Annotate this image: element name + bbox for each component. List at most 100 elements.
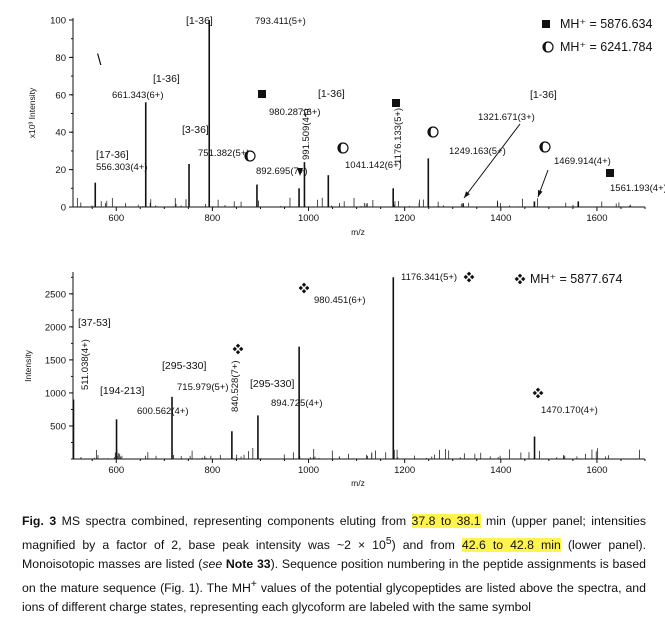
upper-y-axis-title: x10³ Intensity: [27, 87, 37, 138]
upper-y-tick-label: 0: [61, 203, 66, 214]
upper-peak-symbol-9-crescent: [428, 127, 433, 137]
lower-y-tick-label: 500: [50, 421, 66, 432]
lower-sequence-label-1: [194-213]: [100, 385, 144, 397]
lower-x-tick-label: 800: [204, 465, 220, 476]
lower-peak-symbol-3-part-1: [239, 346, 244, 352]
lower-peak-label-6: 1176.341(5+): [401, 272, 457, 283]
lower-peak-symbol-6: [463, 271, 475, 283]
upper-annotation-0: \: [97, 52, 102, 69]
upper-x-tick-label: 1600: [586, 213, 607, 224]
upper-y-tick-label: 60: [55, 90, 66, 101]
lower-x-tick-label: 1200: [394, 465, 415, 476]
figure-caption: Fig. 3 MS spectra combined, representing…: [22, 512, 646, 618]
upper-peak-label-9: 1249.163(5+): [449, 146, 506, 157]
lower-peak-symbol-6-part-2: [466, 278, 472, 283]
upper-peak-symbol-5: [258, 90, 266, 98]
lower-legend-symbol-0-part-2: [517, 280, 523, 285]
caption-note-reference: Note 33: [222, 557, 271, 572]
caption-see-italic: see: [202, 557, 223, 572]
lower-peak-symbol-3-part-3: [232, 346, 237, 352]
lower-peak-symbol-5: [298, 282, 310, 294]
upper-x-tick-label: 800: [204, 213, 220, 224]
upper-sequence-label-2: [3-36]: [182, 124, 209, 136]
lower-legend-symbol-0-part-0: [517, 273, 523, 278]
lower-peak-symbol-7: [532, 387, 544, 399]
caption-highlight-2: 42.6 to 42.8 min: [461, 537, 561, 552]
lower-x-axis-title: m/z: [351, 478, 365, 488]
lower-peak-symbol-6-part-0: [466, 271, 472, 276]
lower-peak-label-0: 511.038(4+): [80, 339, 91, 390]
upper-pointer-arrowhead-10: [464, 191, 470, 198]
lower-legend-symbol-0-part-3: [514, 276, 519, 282]
upper-legend-symbol-0: [542, 20, 550, 28]
lower-y-axis-title: Intensity: [23, 349, 33, 381]
lower-x-tick-label: 1400: [490, 465, 511, 476]
upper-sequence-label-1: [1-36]: [153, 73, 180, 85]
upper-sequence-label-10: [1-36]: [530, 89, 557, 101]
upper-x-tick-label: 1400: [490, 213, 511, 224]
upper-peak-symbol-12: [606, 169, 614, 177]
upper-peak-label-1: 661.343(6+): [112, 90, 164, 101]
upper-legend-symbol-1: [542, 41, 554, 53]
lower-peak-symbol-3: [232, 343, 244, 355]
upper-peak-symbol-11: [539, 141, 551, 153]
upper-peak-label-3: 793.411(5+): [255, 16, 306, 27]
upper-peak-label-2: 751.382(5+): [198, 148, 250, 159]
upper-peak-symbol-4-crescent: [245, 151, 250, 161]
caption-text-4: (lower panel). Monoisotopic masses are l…: [22, 537, 646, 572]
upper-pointer-arrowhead-11: [538, 190, 543, 197]
lower-legend-text-0: MH⁺ = 5877.674: [530, 272, 622, 286]
lower-sequence-label-2: [295-330]: [162, 360, 206, 372]
upper-legend-text-1: MH⁺ = 6241.784: [560, 40, 652, 54]
upper-x-tick-label: 600: [108, 213, 124, 224]
caption-text-2: min (upper panel; intensities magnified …: [22, 514, 646, 552]
lower-peak-symbol-6-part-1: [470, 274, 475, 280]
lower-legend-symbol-0-part-1: [521, 276, 526, 282]
upper-peak-symbol-8: [392, 99, 400, 107]
lower-peak-label-5: 980.451(6+): [314, 295, 366, 306]
upper-x-axis-title: m/z: [351, 227, 365, 237]
lower-peak-symbol-6-part-3: [463, 274, 468, 280]
upper-spectrum-panel: 0 20 40 60 80 100 600 800 1000 1200 1400 1600 m/z x10…: [27, 15, 665, 237]
upper-sequence-label-0: [17-36]: [96, 149, 129, 161]
lower-peak-label-3: 840.528(7+): [230, 361, 241, 413]
lower-peak-label-7: 1470.170(4+): [541, 405, 598, 416]
upper-peak-label-4: 892.695(7+): [256, 166, 308, 177]
lower-peak-symbol-7-part-0: [535, 387, 541, 392]
upper-small-arrowhead: [297, 168, 303, 176]
lower-legend-symbol-0: [514, 273, 526, 285]
lower-sequence-label-4: [295-330]: [250, 378, 294, 390]
lower-peak-symbol-5-part-3: [298, 285, 303, 291]
lower-sequence-label-0: [37-53]: [78, 317, 111, 329]
lower-peak-symbol-7-part-1: [539, 390, 544, 396]
upper-legend-text-0: MH⁺ = 5876.634: [560, 17, 652, 31]
lower-y-tick-label: 1000: [45, 388, 66, 399]
caption-text-1: MS spectra combined, representing compon…: [56, 514, 412, 528]
upper-pointer-line-10: [463, 123, 521, 199]
caption-highlight-1: 37.8 to 38.1: [411, 514, 481, 528]
upper-sequence-label-6: [1-36]: [318, 88, 345, 100]
upper-peak-label-10: 1321.671(3+): [478, 112, 535, 123]
caption-superscript-2: +: [250, 578, 257, 590]
upper-peak-label-11: 1469.914(4+): [554, 156, 611, 167]
upper-peak-symbol-7: [337, 142, 349, 154]
upper-sequence-label-3: [1-36]: [186, 15, 213, 27]
lower-peak-symbol-7-part-3: [532, 390, 537, 396]
upper-y-tick-label: 80: [55, 53, 66, 64]
lower-peak-label-1: 600.562(4+): [137, 406, 189, 417]
lower-y-tick-label: 2500: [45, 289, 66, 300]
lower-spectrum-panel: 500 1000 1500 2000 2500 600 800 1000 1200 1400 160…: [23, 271, 646, 488]
lower-y-tick-label: 2000: [45, 322, 66, 333]
upper-y-tick-label: 20: [55, 165, 66, 176]
upper-peak-symbol-7-crescent: [338, 143, 343, 153]
upper-y-tick-label: 40: [55, 128, 66, 139]
lower-peak-symbol-5-part-2: [301, 289, 307, 294]
lower-peak-symbol-3-part-2: [235, 350, 241, 355]
upper-peak-label-0: 556.303(4+): [96, 162, 148, 173]
caption-text-5: ). Sequence position numbering in the pe…: [22, 557, 647, 595]
upper-peak-label-12: 1561.193(4+): [610, 183, 665, 194]
upper-peak-label-6: 991.509(4+): [301, 109, 312, 161]
lower-x-tick-label: 1600: [586, 465, 607, 476]
upper-peak-label-8: 1176.133(5+): [393, 108, 404, 164]
caption-text-3: ) and from: [391, 537, 462, 552]
